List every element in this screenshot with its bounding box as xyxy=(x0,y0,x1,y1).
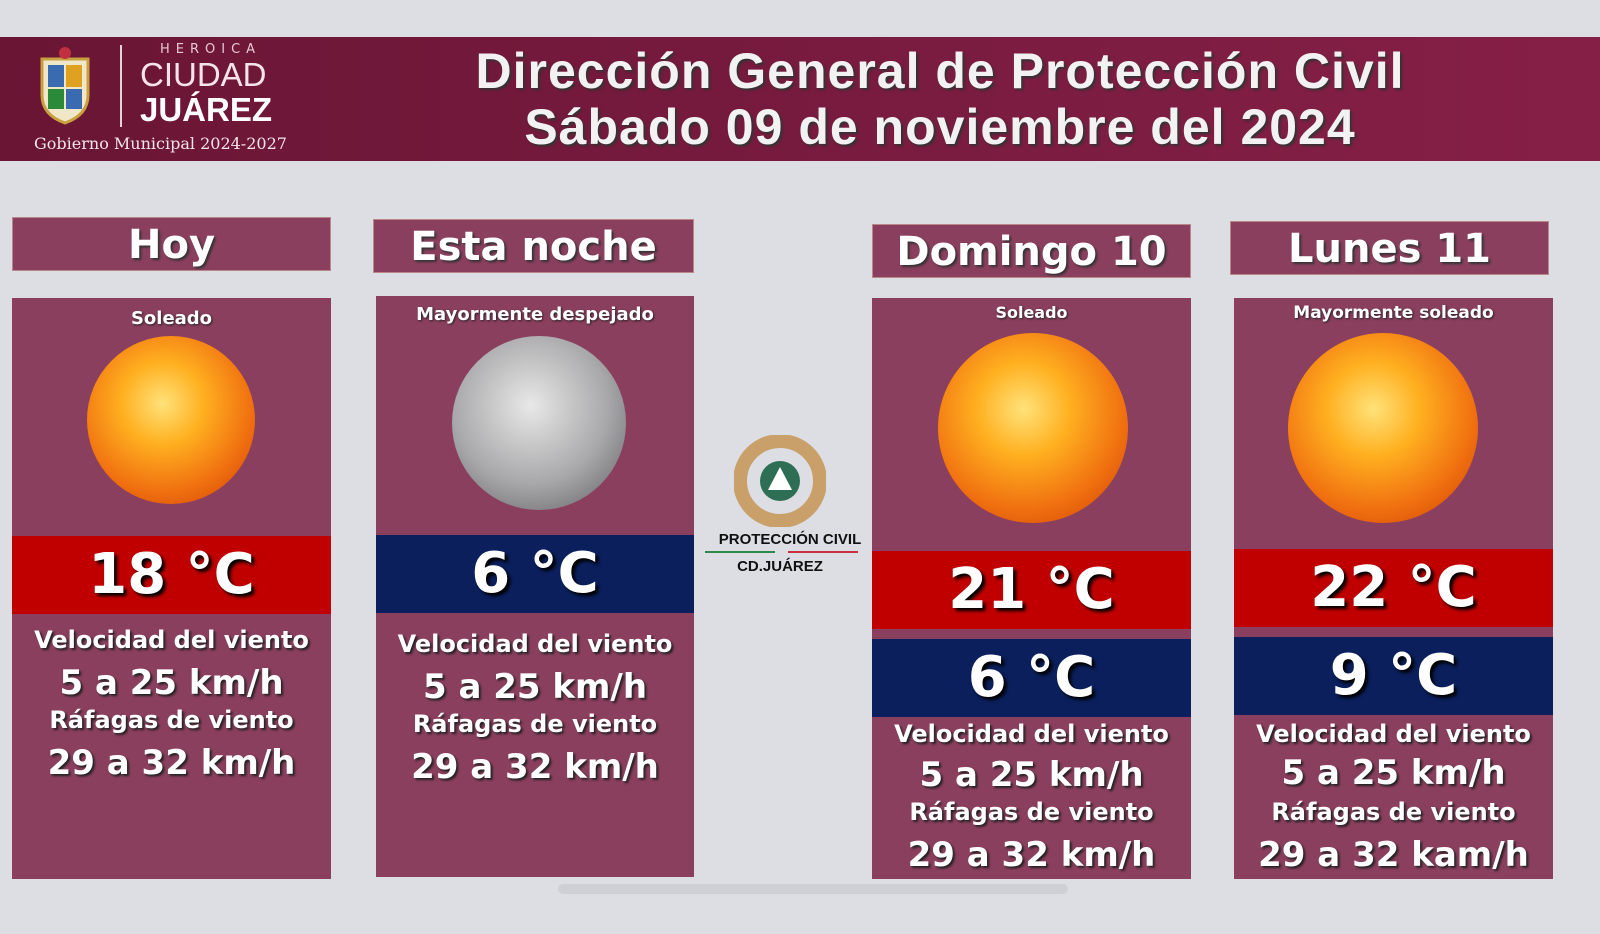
gust-label: Ráfagas de viento xyxy=(909,798,1154,826)
wind-value: 5 a 25 km/h xyxy=(1281,753,1506,793)
cd-juarez-text: CD.JUÁREZ xyxy=(737,558,823,575)
forecast-card-hoy: Soleado 18 °C Velocidad del viento 5 a 2… xyxy=(12,298,331,879)
moon-icon xyxy=(452,336,626,510)
sun-icon xyxy=(938,333,1128,523)
gust-label: Ráfagas de viento xyxy=(49,706,294,734)
high-temp: 22 °C xyxy=(1234,549,1553,627)
tab-esta-noche: Esta noche xyxy=(373,219,694,273)
proteccion-civil-emblem-icon xyxy=(734,435,826,527)
sun-icon xyxy=(1288,333,1478,523)
gust-label: Ráfagas de viento xyxy=(412,710,658,738)
proteccion-civil-text: PROTECCIÓN CIVIL xyxy=(718,531,862,548)
page-title: Dirección General de Protección Civil xyxy=(475,43,1405,99)
forecast-card-esta-noche: Mayormente despejado 6 °C Velocidad del … xyxy=(376,296,694,877)
logo-divider xyxy=(120,45,122,127)
horizontal-scrollbar[interactable] xyxy=(558,884,1068,894)
tab-domingo-10: Domingo 10 xyxy=(872,224,1191,278)
forecast-card-domingo-10: Soleado 21 °C 6 °C Velocidad del viento … xyxy=(872,298,1191,879)
high-temp: 18 °C xyxy=(12,536,331,614)
city-crest-logo xyxy=(40,47,90,125)
wind-value: 5 a 25 km/h xyxy=(59,663,284,703)
gust-value: 29 a 32 km/h xyxy=(47,743,296,783)
gust-label: Ráfagas de viento xyxy=(1271,798,1516,826)
gust-value: 29 a 32 kam/h xyxy=(1258,835,1529,875)
gust-value: 29 a 32 km/h xyxy=(411,747,659,787)
condition-text: Soleado xyxy=(995,303,1068,322)
gust-value: 29 a 32 km/h xyxy=(907,835,1156,875)
forecast-card-lunes-11: Mayormente soleado 22 °C 9 °C Velocidad … xyxy=(1234,298,1553,879)
wind-value: 5 a 25 km/h xyxy=(422,667,648,707)
header-banner: HEROICA CIUDAD JUÁREZ Gobierno Municipal… xyxy=(0,37,1600,161)
sun-icon xyxy=(87,336,255,504)
tab-lunes-11: Lunes 11 xyxy=(1230,221,1549,275)
high-temp: 21 °C xyxy=(872,551,1191,629)
condition-text: Mayormente despejado xyxy=(416,304,654,325)
condition-text: Mayormente soleado xyxy=(1293,303,1494,323)
green-stripe xyxy=(705,551,775,553)
wind-value: 5 a 25 km/h xyxy=(919,755,1144,795)
condition-text: Soleado xyxy=(130,308,213,329)
wind-label: Velocidad del viento xyxy=(34,626,309,654)
gobierno-text: Gobierno Municipal 2024-2027 xyxy=(34,134,287,153)
low-temp: 6 °C xyxy=(376,535,694,613)
wind-label: Velocidad del viento xyxy=(1256,720,1531,748)
heroica-text: HEROICA xyxy=(160,42,262,57)
low-temp: 9 °C xyxy=(1234,637,1553,715)
low-temp: 6 °C xyxy=(872,639,1191,717)
tab-hoy: Hoy xyxy=(12,217,331,271)
page-date: Sábado 09 de noviembre del 2024 xyxy=(524,99,1356,155)
juarez-text: JUÁREZ xyxy=(140,91,273,128)
wind-label: Velocidad del viento xyxy=(894,720,1169,748)
ciudad-text: CIUDAD xyxy=(140,56,267,93)
proteccion-civil-logo: PROTECCIÓN CIVIL CD.JUÁREZ xyxy=(700,435,880,585)
wind-label: Velocidad del viento xyxy=(397,630,673,658)
red-stripe xyxy=(788,551,858,553)
